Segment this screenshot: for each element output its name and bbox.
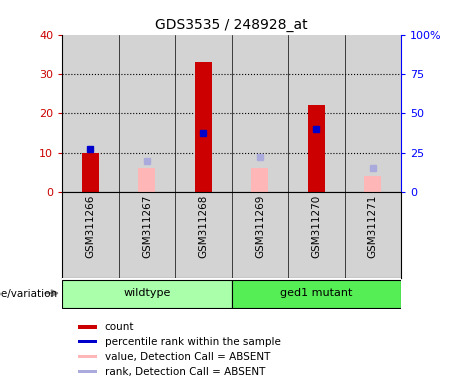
Bar [308,106,325,192]
Bar [77,325,97,329]
Bar [251,169,268,192]
Text: GSM311266: GSM311266 [85,195,95,258]
Bar [364,176,381,192]
Bar [77,340,97,344]
Text: wildtype: wildtype [123,288,171,298]
Text: GSM311270: GSM311270 [311,195,321,258]
Text: GSM311269: GSM311269 [255,195,265,258]
Text: GSM311267: GSM311267 [142,195,152,258]
Bar [77,370,97,373]
Bar [82,153,99,192]
Text: GSM311271: GSM311271 [368,195,378,258]
Text: genotype/variation: genotype/variation [0,289,58,299]
Title: GDS3535 / 248928_at: GDS3535 / 248928_at [155,18,308,32]
FancyBboxPatch shape [62,280,231,308]
FancyBboxPatch shape [231,280,401,308]
Text: value, Detection Call = ABSENT: value, Detection Call = ABSENT [105,352,270,362]
Text: percentile rank within the sample: percentile rank within the sample [105,337,280,347]
Text: count: count [105,322,134,332]
Text: GSM311268: GSM311268 [198,195,208,258]
Bar [138,169,155,192]
Bar [77,355,97,358]
Text: rank, Detection Call = ABSENT: rank, Detection Call = ABSENT [105,367,265,377]
Bar [195,62,212,192]
Text: ged1 mutant: ged1 mutant [280,288,353,298]
